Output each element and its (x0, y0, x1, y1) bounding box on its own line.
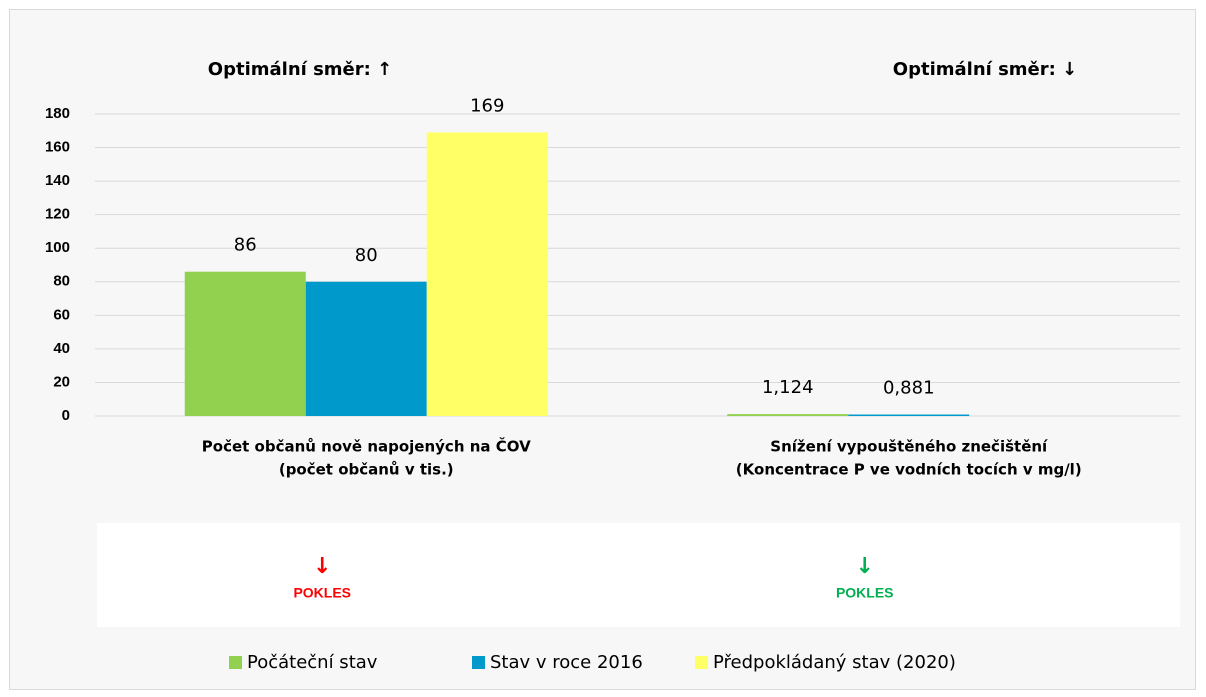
value-label: 0,881 (883, 378, 935, 399)
value-label: 86 (234, 235, 257, 256)
trend-label: POKLES (293, 585, 351, 601)
legend-swatch (695, 656, 708, 669)
trend-box (97, 523, 1180, 627)
bar (426, 132, 548, 416)
x-tick-label: Snížení vypouštěného znečištění (770, 438, 1048, 456)
direction-label: Optimální směr: ↓ (893, 59, 1077, 80)
bar (848, 414, 970, 416)
trend-label: POKLES (836, 585, 894, 601)
legend-label: Počáteční stav (247, 652, 378, 673)
trend-arrow: ↓ (856, 554, 874, 579)
legend-label: Předpokládaný stav (2020) (713, 652, 956, 673)
legend-swatch (472, 656, 485, 669)
value-label: 169 (470, 95, 504, 116)
bar (305, 281, 427, 416)
y-tick-label: 100 (45, 239, 70, 256)
x-tick-label: (počet občanů v tis.) (279, 461, 454, 479)
x-tick-label: (Koncentrace P ve vodních tocích v mg/l) (736, 461, 1082, 479)
trend-arrow: ↓ (313, 554, 331, 579)
value-label: 80 (355, 245, 378, 266)
y-tick-label: 140 (45, 172, 70, 189)
y-tick-label: 160 (45, 139, 70, 156)
direction-label: Optimální směr: ↑ (208, 59, 392, 80)
bar (727, 414, 849, 416)
legend-swatch (229, 656, 242, 669)
x-tick-label: Počet občanů nově napojených na ČOV (202, 437, 531, 456)
y-tick-label: 40 (53, 340, 70, 357)
bar (184, 271, 306, 416)
y-tick-label: 180 (45, 105, 70, 122)
y-tick-label: 60 (53, 306, 70, 323)
y-tick-label: 120 (45, 206, 70, 223)
y-tick-label: 20 (53, 373, 70, 390)
legend-label: Stav v roce 2016 (490, 652, 643, 673)
value-label: 1,124 (762, 377, 814, 398)
y-tick-label: 0 (62, 407, 70, 424)
y-tick-label: 80 (53, 273, 70, 290)
